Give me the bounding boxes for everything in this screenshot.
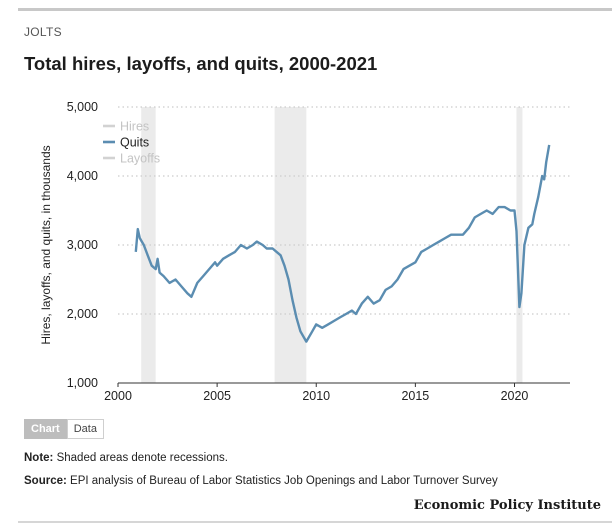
x-tick-label: 2010	[302, 389, 330, 403]
series-lines	[134, 144, 551, 343]
bottom-rule	[18, 521, 612, 523]
source-label: Source:	[24, 475, 67, 487]
x-tick-label: 2000	[104, 389, 132, 403]
legend-label-quits[interactable]: Quits	[120, 136, 149, 150]
y-tick-label: 4,000	[67, 169, 98, 183]
series-line-quits	[134, 144, 551, 343]
gridlines	[118, 106, 570, 315]
top-rule	[18, 8, 612, 11]
y-tick-label: 1,000	[67, 376, 98, 390]
chart-tab[interactable]: Chart	[24, 419, 67, 439]
note: Note: Shaded areas denote recessions.	[24, 452, 228, 464]
source: Source: EPI analysis of Bureau of Labor …	[24, 475, 498, 487]
y-axis-label: Hires, layoffs, and quits, in thousands	[39, 145, 53, 344]
x-tick-label: 2020	[501, 389, 529, 403]
recession-band-1	[141, 107, 156, 383]
note-text: Shaded areas denote recessions.	[56, 452, 228, 464]
chart-title: Total hires, layoffs, and quits, 2000-20…	[24, 53, 378, 74]
x-tick-label: 2005	[203, 389, 231, 403]
legend[interactable]: Hires Quits Layoffs	[103, 120, 160, 166]
axes: 1,000 2,000 3,000 4,000 5,000 2000 2005 2010 201…	[67, 100, 570, 403]
data-tab[interactable]: Data	[66, 419, 104, 439]
chart-data-toggle[interactable]: Chart Data	[24, 419, 104, 439]
chart-area: 1,000 2,000 3,000 4,000 5,000 2000 2005 2010 201…	[39, 100, 570, 403]
legend-label-hires[interactable]: Hires	[120, 120, 149, 134]
kicker-label: JOLTS	[24, 25, 62, 39]
x-tick-label: 2015	[401, 389, 429, 403]
y-tick-label: 2,000	[67, 307, 98, 321]
note-label: Note:	[24, 452, 54, 464]
y-tick-label: 3,000	[67, 238, 98, 252]
source-text: EPI analysis of Bureau of Labor Statisti…	[70, 475, 498, 487]
brand-logo: Economic Policy Institute	[413, 498, 601, 513]
legend-label-layoffs[interactable]: Layoffs	[120, 152, 160, 166]
y-tick-label: 5,000	[67, 100, 98, 114]
